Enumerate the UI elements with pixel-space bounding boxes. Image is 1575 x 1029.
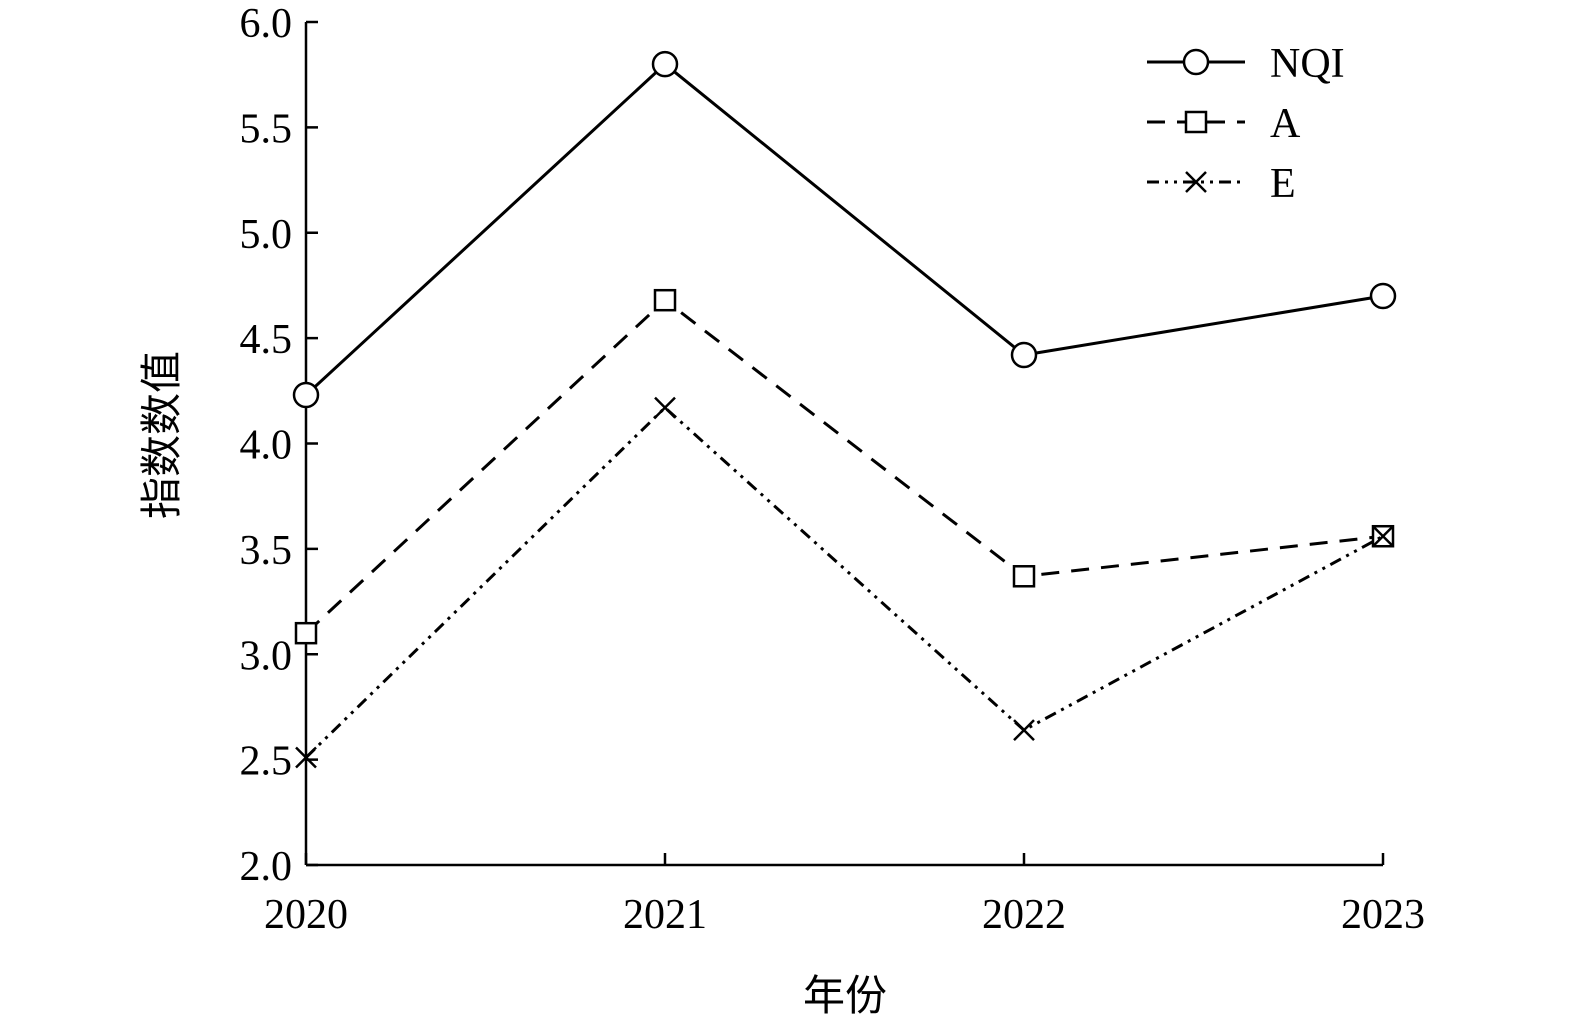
x-tick-label: 2023 <box>1341 892 1425 938</box>
y-tick-label: 4.0 <box>240 423 293 469</box>
legend-label-nqi: NQI <box>1270 41 1345 87</box>
series-line-nqi <box>304 62 1384 397</box>
series-line-a <box>304 298 1384 635</box>
y-axis-ticks: 2.0 2.5 3.0 3.5 4.0 4.5 5.0 5.5 6.0 <box>240 1 318 890</box>
data-point-a <box>294 621 318 645</box>
y-tick-label: 2.0 <box>240 844 293 890</box>
axes <box>304 22 1383 867</box>
y-tick-label: 6.0 <box>240 1 293 47</box>
series-a <box>294 288 1395 645</box>
legend-marker-a <box>1184 110 1208 134</box>
data-point-e <box>295 746 317 769</box>
legend-marker-nqi <box>1182 48 1210 76</box>
series-nqi <box>292 50 1397 409</box>
y-tick-label: 2.5 <box>240 739 293 785</box>
data-point-e <box>654 396 676 419</box>
data-point-nqi <box>1369 282 1397 310</box>
series-layer <box>292 50 1397 769</box>
legend-label-e: E <box>1270 161 1296 207</box>
legend-marker-e <box>1185 171 1207 193</box>
y-axis-title: 指数数值 <box>137 351 186 519</box>
y-tick-label: 4.5 <box>240 317 293 363</box>
data-point-a <box>653 288 677 312</box>
data-point-nqi <box>1010 341 1038 369</box>
data-point-e <box>1013 719 1035 742</box>
legend-item-e: E <box>1147 161 1296 207</box>
y-tick-label: 3.0 <box>240 633 293 679</box>
y-tick-label: 5.0 <box>240 212 293 258</box>
legend-label-a: A <box>1270 101 1301 147</box>
series-line-e <box>304 405 1384 759</box>
series-e <box>295 396 1394 769</box>
x-axis-title: 年份 <box>803 971 887 1020</box>
x-axis-ticks: 2020 2021 2022 2023 <box>264 853 1425 938</box>
x-tick-label: 2021 <box>623 892 707 938</box>
legend-item-nqi: NQI <box>1147 41 1345 87</box>
data-point-nqi <box>292 381 320 409</box>
y-tick-label: 5.5 <box>240 106 293 152</box>
data-point-e <box>1372 525 1394 548</box>
legend: NQI AE <box>1147 41 1345 207</box>
y-tick-label: 3.5 <box>240 528 293 574</box>
data-point-nqi <box>651 50 679 78</box>
x-tick-label: 2022 <box>982 892 1066 938</box>
x-tick-label: 2020 <box>264 892 348 938</box>
legend-item-a: A <box>1147 101 1301 147</box>
data-point-a <box>1012 565 1036 588</box>
